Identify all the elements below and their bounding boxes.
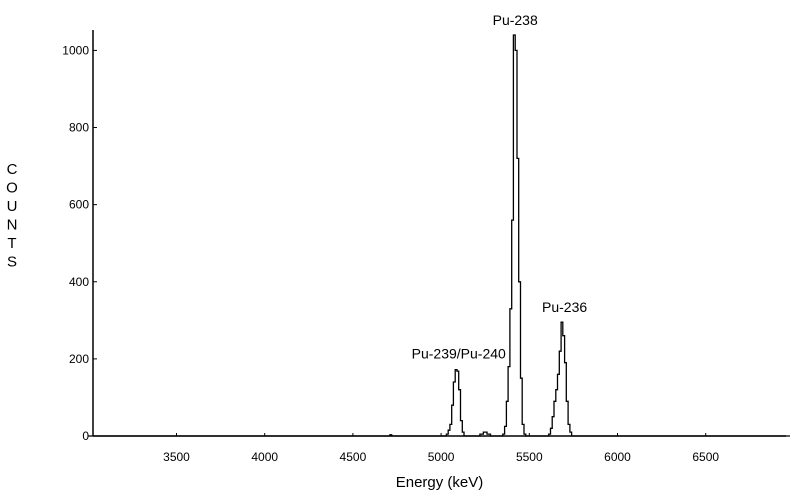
x-tick-label: 4000 (251, 450, 278, 464)
y-ticks: 0 200 400 600 800 1000 (62, 43, 97, 443)
y-tick-label: 0 (82, 429, 89, 443)
x-ticks: 3500 4000 4500 5000 5500 6000 6500 (163, 433, 719, 464)
x-tick-label: 5000 (428, 450, 455, 464)
y-axis-label-letter: U (7, 198, 18, 215)
x-tick-label: 4500 (340, 450, 367, 464)
spectrum-series-line (88, 34, 790, 437)
annotation-pu236: Pu-236 (542, 299, 587, 315)
annotation-pu239-pu240: Pu-239/Pu-240 (412, 346, 506, 362)
y-tick-label: 1000 (62, 43, 89, 57)
y-axis-label-letter: O (6, 180, 18, 197)
y-axis-label-letter: C (7, 161, 18, 178)
y-axis-label-letter: T (7, 235, 16, 252)
y-axis-label-letter: S (7, 254, 17, 271)
x-tick-label: 6000 (604, 450, 631, 464)
axes (92, 30, 786, 437)
x-tick-label: 6500 (692, 450, 719, 464)
y-tick-label: 400 (69, 275, 89, 289)
y-axis-label-letter: N (7, 217, 18, 234)
peak-annotations: Pu-238 Pu-236 Pu-239/Pu-240 (412, 12, 588, 362)
x-tick-label: 5500 (516, 450, 543, 464)
x-tick-label: 3500 (163, 450, 190, 464)
y-tick-label: 200 (69, 352, 89, 366)
annotation-pu238: Pu-238 (493, 12, 538, 28)
y-tick-label: 800 (69, 121, 89, 135)
x-axis-label: Energy (keV) (396, 474, 484, 491)
y-tick-label: 600 (69, 198, 89, 212)
